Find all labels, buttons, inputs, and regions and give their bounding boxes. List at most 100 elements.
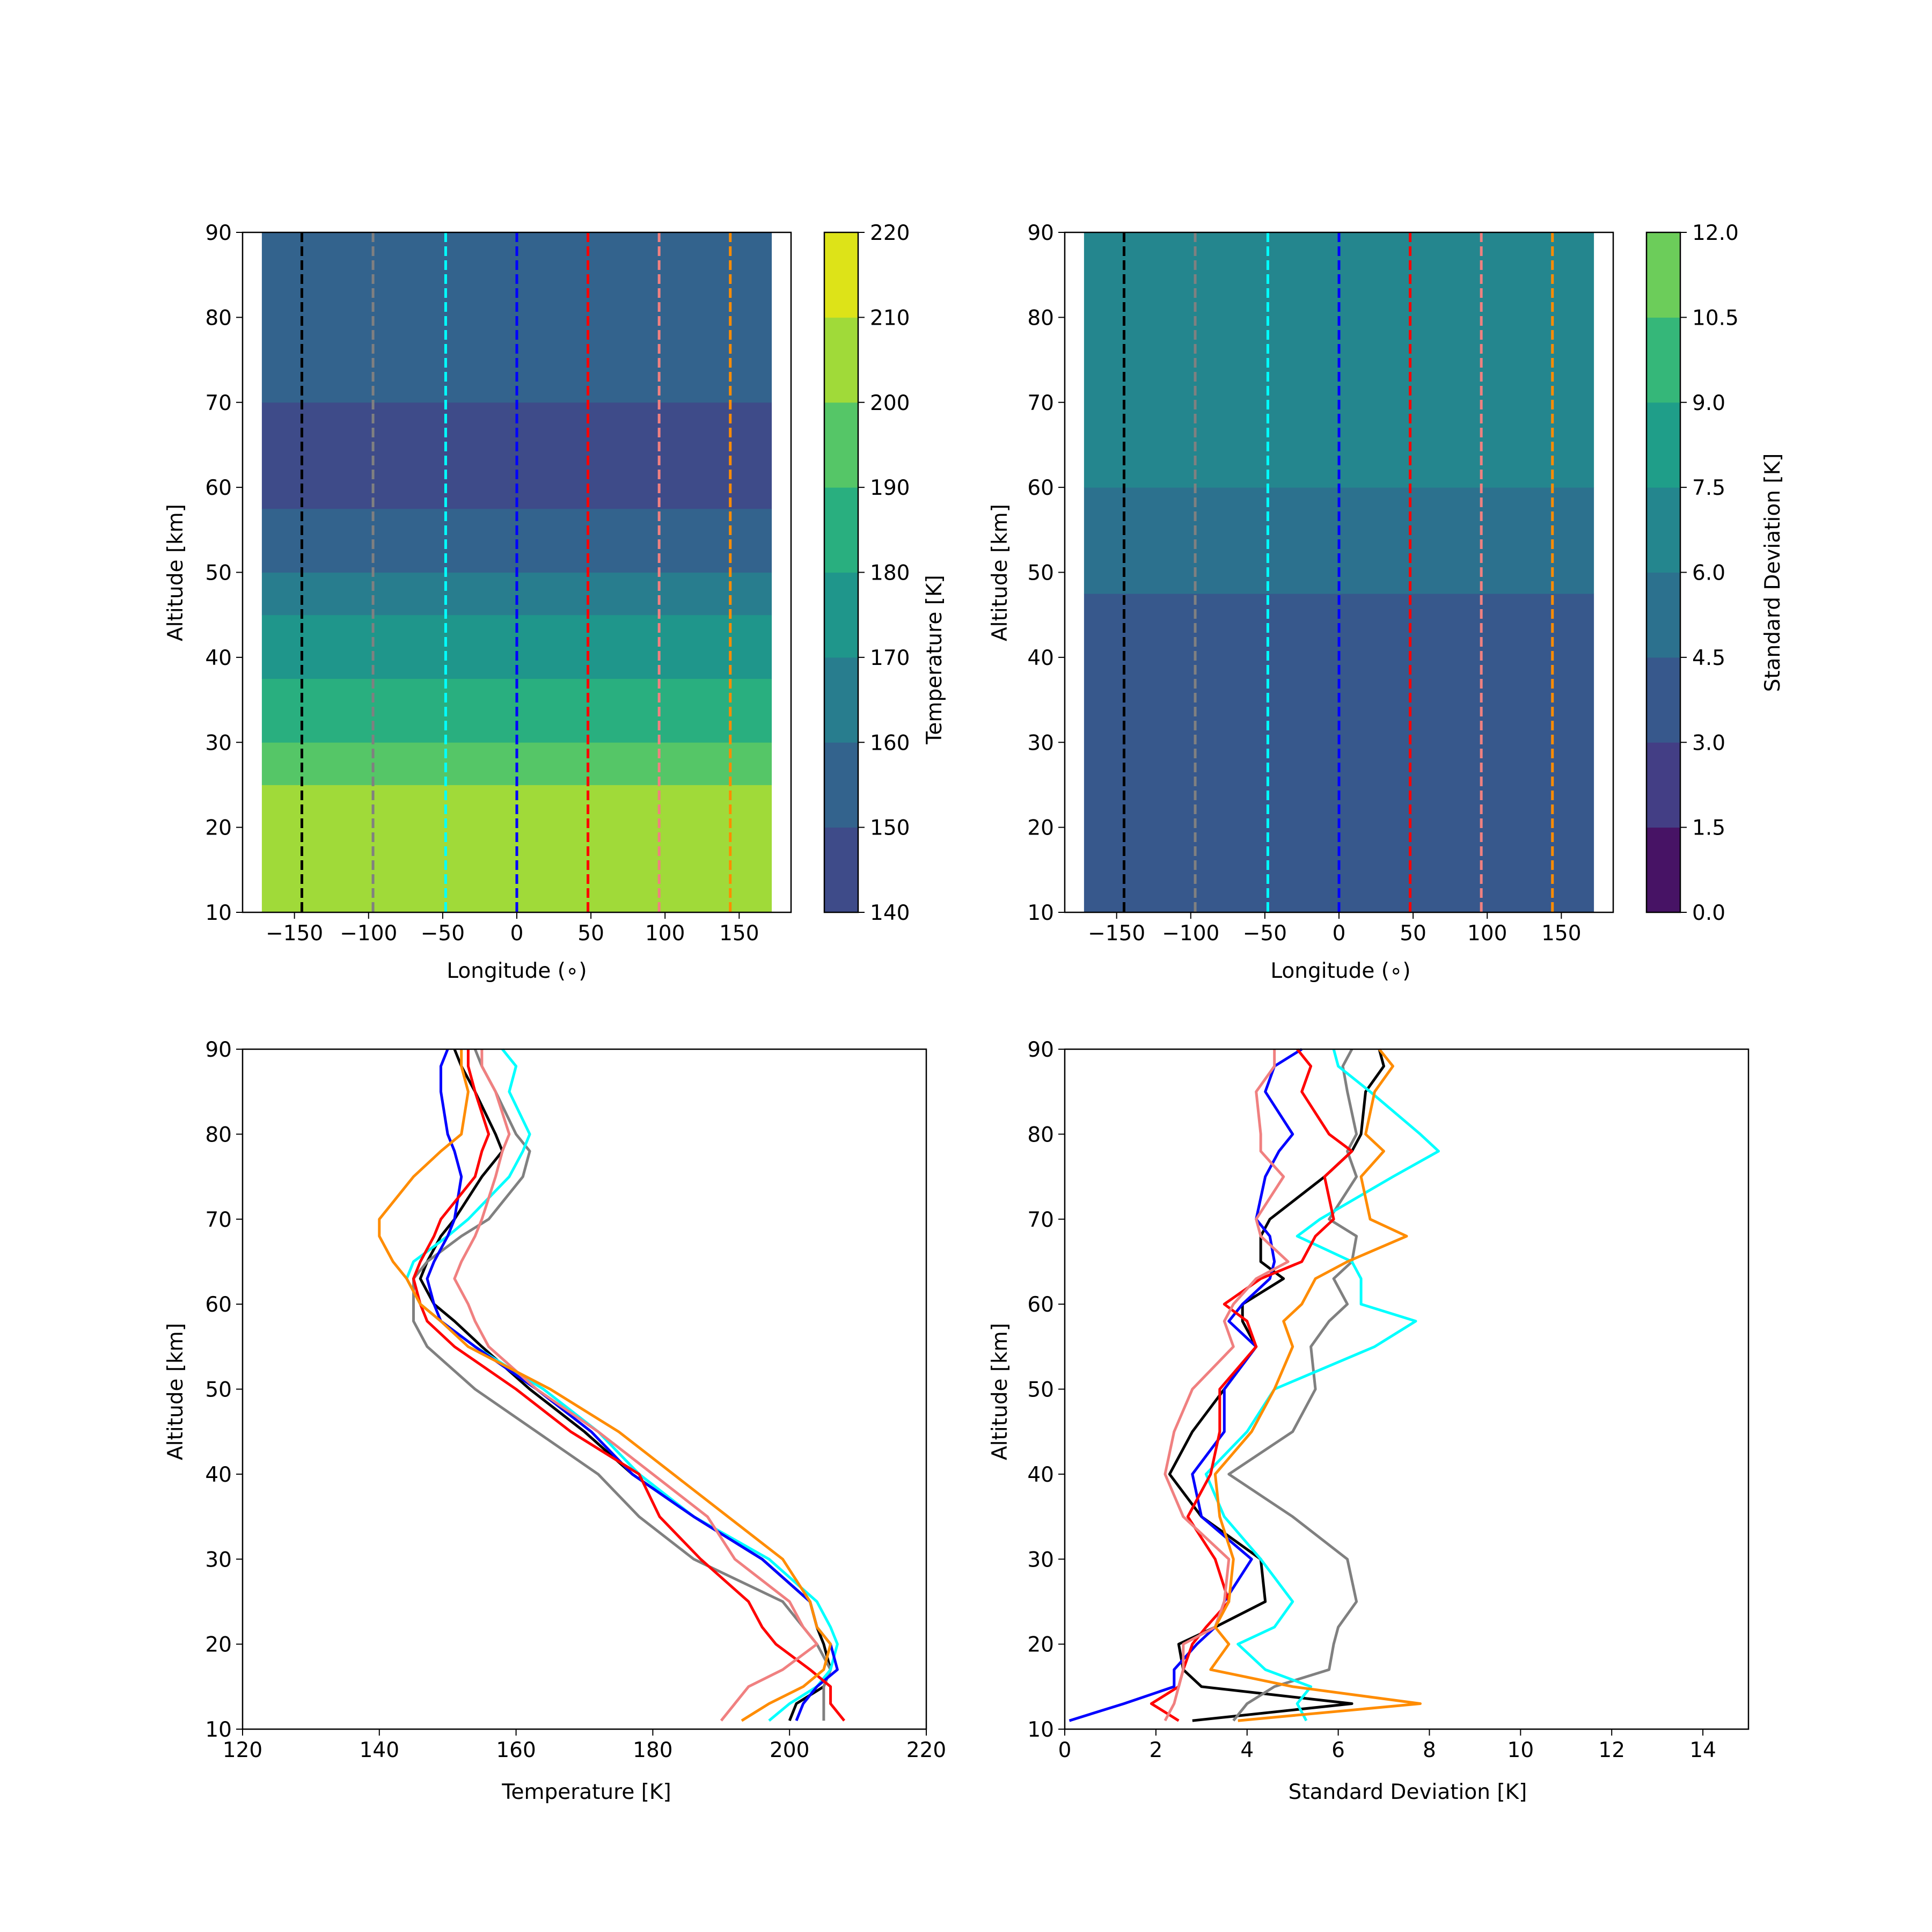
- stddev-profiles-series-line: [1204, 1049, 1440, 1722]
- temperature-profiles-xtick-label: 220: [906, 1738, 946, 1762]
- temperature-colorbar-label: Temperature [K]: [923, 575, 947, 744]
- stddev-profiles-ytick-label: 30: [1027, 1548, 1054, 1572]
- stddev-map-ytick-label: 30: [1027, 731, 1054, 755]
- stddev-profiles-series-line: [1150, 1048, 1353, 1722]
- temperature-map-colorbar-swatch: [824, 742, 858, 828]
- stddev-profiles-ytick-label: 70: [1027, 1208, 1054, 1232]
- temperature-map-ytick-label: 80: [205, 306, 232, 330]
- stddev-profiles-plot: [1069, 1048, 1440, 1722]
- temperature-map-colorbar-tick-label: 220: [870, 221, 910, 245]
- temperature-map-colorbar-tick-label: 190: [870, 476, 910, 500]
- temperature-profiles-ytick-label: 10: [205, 1718, 232, 1742]
- stddev-map-xtick-label: −150: [1088, 921, 1145, 946]
- temperature-map-colorbar-swatch: [824, 572, 858, 658]
- stddev-profiles-xtick-label: 12: [1598, 1738, 1625, 1762]
- temperature-map-colorbar-tick-label: 160: [870, 731, 910, 755]
- temperature-map-xtick-label: 0: [510, 921, 524, 946]
- temperature-map-panel: −150 −100 −50 0 50 100 150 10 20 30 40 50 60 70 80 90 L…: [164, 221, 947, 983]
- temperature-map-xtick-label: −100: [340, 921, 397, 946]
- temperature-map-plot: [261, 232, 772, 913]
- stddev-map-colorbar-swatch: [1646, 572, 1680, 658]
- temperature-profiles-ytick-label: 70: [205, 1208, 232, 1232]
- temperature-profiles-ytick-label: 50: [205, 1378, 232, 1402]
- temperature-map-ytick-label: 50: [205, 561, 232, 586]
- temperature-map-colorbar-tick-label: 180: [870, 561, 910, 586]
- temperature-map-ytick-label: 30: [205, 731, 232, 755]
- stddev-map-ytick-label: 50: [1027, 561, 1054, 586]
- stddev-map-xtick-label: 50: [1400, 921, 1426, 946]
- stddev-profiles-ytick-label: 90: [1027, 1038, 1054, 1062]
- stddev-profiles-ytick-label: 10: [1027, 1718, 1054, 1742]
- stddev-profiles-xtick-label: 10: [1507, 1738, 1534, 1762]
- stddev-profiles-series-line: [1163, 1049, 1290, 1722]
- stddev-profiles-xtick-label: 8: [1423, 1738, 1436, 1762]
- stddev-map-colorbar-swatch: [1646, 402, 1680, 488]
- temperature-profiles-xtick-label: 140: [360, 1738, 399, 1762]
- temperature-map-xtick-label: 100: [645, 921, 685, 946]
- temperature-map-xtick-label: −150: [266, 921, 323, 946]
- temperature-profiles-xlabel: Temperature [K]: [501, 1780, 671, 1804]
- stddev-map-ytick-label: 20: [1027, 816, 1054, 840]
- temperature-map-ylabel: Altitude [km]: [164, 504, 188, 641]
- temperature-profiles-ytick-label: 20: [205, 1633, 232, 1657]
- stddev-map-colorbar-tick-label: 1.5: [1692, 816, 1725, 840]
- temperature-profiles-xtick-label: 200: [770, 1738, 809, 1762]
- temperature-map-ytick-label: 20: [205, 816, 232, 840]
- stddev-profiles-xlabel: Standard Deviation [K]: [1289, 1780, 1527, 1804]
- temperature-map-ytick-label: 90: [205, 221, 232, 245]
- temperature-map-colorbar-tick-label: 170: [870, 646, 910, 670]
- temperature-profiles-series-line: [378, 1049, 832, 1722]
- temperature-profiles-series-line: [453, 1049, 818, 1722]
- stddev-profiles-ytick-label: 60: [1027, 1293, 1054, 1317]
- stddev-map-xtick-label: −50: [1243, 921, 1287, 946]
- temperature-profiles-ytick-label: 30: [205, 1548, 232, 1572]
- temperature-profiles-xtick-label: 120: [223, 1738, 262, 1762]
- temperature-profiles-series-line: [412, 1049, 846, 1722]
- stddev-map-colorbar-swatch: [1646, 317, 1680, 403]
- temperature-map-colorbar-tick-label: 210: [870, 306, 910, 330]
- stddev-map-plot: [1084, 232, 1594, 913]
- stddev-profiles-ylabel: Altitude [km]: [988, 1323, 1012, 1460]
- temperature-map-axes: −150 −100 −50 0 50 100 150 10 20 30 40 50 60 70 80 90: [205, 221, 792, 946]
- stddev-map-ytick-label: 60: [1027, 476, 1054, 500]
- stddev-profiles-ytick-label: 40: [1027, 1463, 1054, 1487]
- temperature-profiles-xtick-label: 180: [633, 1738, 672, 1762]
- stddev-map-colorbar-tick-label: 3.0: [1692, 731, 1725, 755]
- temperature-profiles-ylabel: Altitude [km]: [164, 1323, 188, 1460]
- stddev-profiles-panel: 0 2 4 6 8 10 12 14 10 20 30 40 50 60 70 80 90 Standard D…: [988, 1038, 1750, 1804]
- stddev-colorbar: 0.0 1.5 3.0 4.5 6.0 7.5 9.0 10.5 12.0: [1645, 221, 1739, 925]
- stddev-map-xtick-label: 0: [1333, 921, 1346, 946]
- temperature-map-colorbar-swatch: [824, 827, 858, 913]
- stddev-map-colorbar-tick-label: 9.0: [1692, 391, 1725, 415]
- stddev-map-colorbar-tick-label: 4.5: [1692, 646, 1725, 670]
- stddev-colorbar-label: Standard Deviation [K]: [1761, 453, 1785, 692]
- stddev-map-colorbar-tick-label: 0.0: [1692, 901, 1725, 925]
- stddev-map-colorbar-tick-label: 7.5: [1692, 476, 1725, 500]
- stddev-map-ytick-label: 40: [1027, 646, 1054, 670]
- temperature-map-colorbar-tick-label: 140: [870, 901, 910, 925]
- temperature-profiles-xtick-label: 160: [496, 1738, 536, 1762]
- stddev-profiles-ytick-label: 80: [1027, 1123, 1054, 1147]
- stddev-map-colorbar-swatch: [1646, 232, 1680, 318]
- stddev-map-axes: −150 −100 −50 0 50 100 150 10 20 30 40 50 60 70 80 90: [1027, 221, 1614, 946]
- temperature-map-ytick-label: 70: [205, 391, 232, 415]
- temperature-map-colorbar-swatch: [824, 317, 858, 403]
- temperature-map-xlabel: Longitude (∘): [447, 959, 587, 983]
- temperature-profiles-ytick-label: 40: [205, 1463, 232, 1487]
- stddev-map-ylabel: Altitude [km]: [988, 504, 1012, 641]
- stddev-profiles-ytick-label: 50: [1027, 1378, 1054, 1402]
- temperature-colorbar: 140 150 160 170 180 190 200 210 220: [823, 221, 910, 925]
- temperature-map-ytick-label: 60: [205, 476, 232, 500]
- temperature-map-xtick-label: 50: [577, 921, 604, 946]
- temperature-map-contour-band: [261, 572, 772, 616]
- stddev-profiles-series-line: [1227, 1048, 1358, 1722]
- stddev-map-ytick-label: 90: [1027, 221, 1054, 245]
- temperature-map-colorbar-swatch: [824, 487, 858, 573]
- temperature-profiles-ytick-label: 60: [205, 1293, 232, 1317]
- temperature-map-colorbar-swatch: [824, 657, 858, 743]
- stddev-map-ytick-label: 80: [1027, 306, 1054, 330]
- stddev-map-colorbar-swatch: [1646, 827, 1680, 913]
- stddev-map-colorbar-tick-label: 12.0: [1692, 221, 1739, 245]
- temperature-map-ytick-label: 40: [205, 646, 232, 670]
